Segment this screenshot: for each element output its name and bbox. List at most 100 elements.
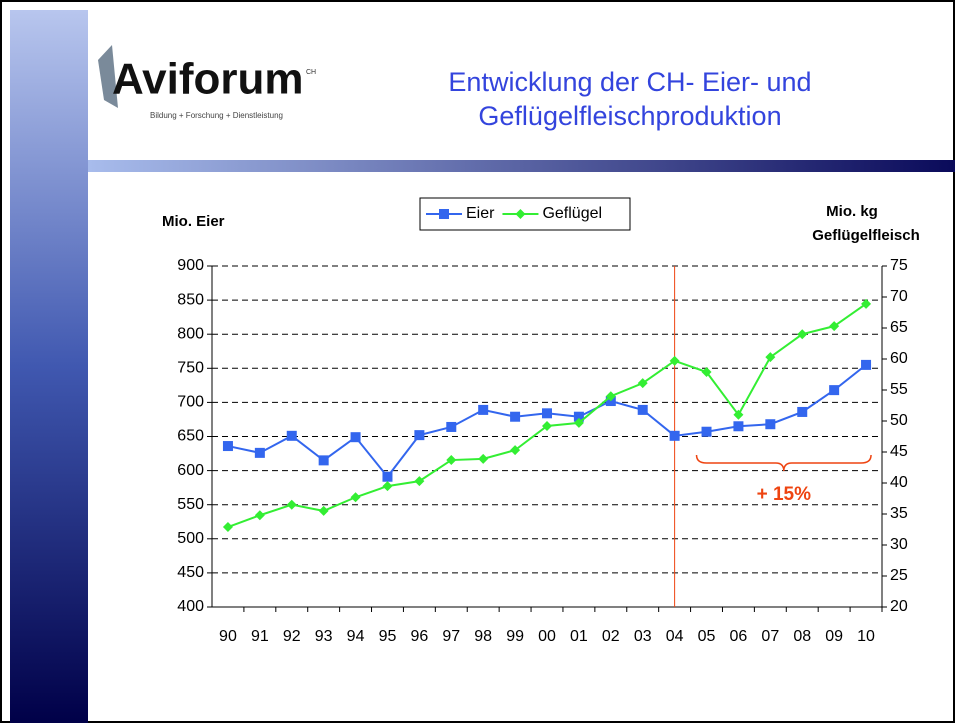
y2-tick-label: 50 — [890, 412, 908, 429]
point — [350, 492, 361, 503]
point — [510, 445, 521, 456]
point — [669, 430, 680, 441]
y-tick-label: 850 — [177, 291, 204, 308]
y-tick-label: 600 — [177, 462, 204, 479]
x-tick-label: 96 — [410, 628, 428, 645]
y2-tick-label: 45 — [890, 443, 908, 460]
point — [286, 499, 297, 510]
x-tick-label: 04 — [666, 628, 684, 645]
x-tick-label: 00 — [538, 628, 556, 645]
point — [510, 411, 521, 422]
y2-tick-label: 60 — [890, 350, 908, 367]
point — [701, 426, 712, 437]
x-tick-label: 07 — [761, 628, 779, 645]
x-tick-label: 90 — [219, 628, 237, 645]
legend-label: Eier — [466, 205, 495, 222]
point — [829, 321, 840, 332]
y2-tick-label: 40 — [890, 474, 908, 491]
x-tick-label: 10 — [857, 628, 875, 645]
point — [222, 441, 233, 452]
point — [573, 417, 584, 428]
point — [382, 471, 393, 482]
annotation: + 15% — [757, 484, 812, 505]
title: Geflügelfleischproduktion — [478, 101, 781, 131]
point — [446, 455, 457, 466]
x-tick-label: 98 — [474, 628, 492, 645]
x-tick-label: 95 — [379, 628, 397, 645]
point — [733, 409, 744, 420]
y2-tick-label: 35 — [890, 505, 908, 522]
y2-axis-label: Mio. kg — [826, 203, 878, 220]
y-axis-label: Mio. Eier — [162, 213, 225, 230]
left-bar — [10, 10, 88, 723]
point — [637, 378, 648, 389]
y-tick-label: 800 — [177, 325, 204, 342]
x-tick-label: 09 — [825, 628, 843, 645]
point — [829, 385, 840, 396]
point — [861, 298, 872, 309]
x-tick-label: 03 — [634, 628, 652, 645]
x-tick-label: 99 — [506, 628, 524, 645]
point — [318, 455, 329, 466]
point — [605, 391, 616, 402]
brace — [695, 454, 872, 472]
point — [669, 355, 680, 366]
y2-tick-label: 25 — [890, 567, 908, 584]
point — [573, 411, 584, 422]
logo-subtitle: Bildung + Forschung + Dienstleistung — [150, 111, 283, 120]
point — [542, 420, 552, 431]
legend-label: Geflügel — [542, 205, 602, 222]
point — [478, 404, 489, 415]
y2-tick-label: 30 — [890, 536, 908, 553]
point — [637, 404, 648, 415]
point — [318, 505, 329, 516]
legend-marker — [515, 209, 526, 219]
logo-mark: CH — [306, 69, 316, 76]
header-bar — [88, 160, 955, 172]
y-tick-label: 400 — [177, 598, 204, 615]
y-tick-label: 750 — [177, 360, 204, 377]
x-tick-label: 06 — [730, 628, 748, 645]
y-tick-label: 450 — [177, 564, 204, 581]
x-tick-label: 02 — [602, 628, 620, 645]
title: Entwicklung der CH- Eier- und — [448, 67, 811, 97]
point — [733, 421, 744, 432]
point — [765, 352, 776, 363]
point — [701, 367, 712, 378]
point — [797, 329, 808, 340]
x-tick-label: 05 — [698, 628, 716, 645]
x-tick-label: 93 — [315, 628, 333, 645]
y-tick-label: 900 — [177, 257, 204, 274]
point — [542, 408, 552, 419]
point — [765, 419, 776, 430]
legend-marker — [439, 209, 449, 219]
point — [414, 430, 425, 441]
point — [414, 476, 425, 487]
logo: Aviforum — [112, 55, 304, 104]
y2-tick-label: 70 — [890, 288, 908, 305]
point — [286, 430, 297, 441]
point — [861, 359, 872, 370]
point — [254, 510, 265, 521]
x-tick-label: 08 — [793, 628, 811, 645]
logo-icon — [98, 45, 118, 108]
x-tick-label: 97 — [442, 628, 460, 645]
x-tick-label: 94 — [347, 628, 365, 645]
x-tick-label: 91 — [251, 628, 269, 645]
y2-tick-label: 65 — [890, 319, 908, 336]
point — [446, 421, 457, 432]
point — [478, 453, 489, 464]
point — [254, 447, 265, 458]
y-tick-label: 700 — [177, 394, 204, 411]
point — [382, 481, 393, 492]
y2-axis-label: Geflügelfleisch — [812, 227, 920, 244]
x-tick-label: 01 — [570, 628, 588, 645]
y2-tick-label: 20 — [890, 598, 908, 615]
y2-tick-label: 75 — [890, 257, 908, 274]
point — [222, 522, 233, 533]
point — [797, 406, 808, 417]
y-tick-label: 550 — [177, 496, 204, 513]
point — [350, 432, 361, 443]
